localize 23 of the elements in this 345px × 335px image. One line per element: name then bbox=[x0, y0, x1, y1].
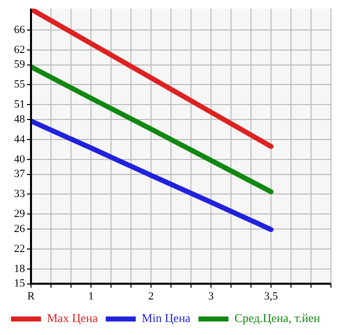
legend-label: Сред.Цена, т.йен bbox=[234, 311, 321, 326]
y-tick-label: 15 bbox=[14, 278, 26, 290]
y-tick-label: 18 bbox=[14, 262, 26, 275]
y-tick-label: 33 bbox=[14, 188, 26, 200]
y-tick-label: 40 bbox=[14, 153, 26, 166]
y-tick-label: 55 bbox=[14, 78, 26, 91]
y-tick-label: 22 bbox=[14, 242, 25, 255]
y-tick-label: 29 bbox=[14, 208, 26, 220]
y-tick-label: 62 bbox=[14, 44, 25, 56]
x-tick-label: 2 bbox=[148, 290, 154, 302]
y-tick-label: 59 bbox=[14, 58, 26, 71]
legend-label: Min Цена bbox=[142, 311, 192, 326]
x-tick-label: 3,5 bbox=[264, 290, 278, 302]
x-tick-label: 3 bbox=[208, 290, 214, 302]
x-tick-label: R bbox=[27, 290, 36, 302]
y-tick-label: 26 bbox=[14, 222, 26, 235]
y-tick-label: 66 bbox=[14, 24, 26, 36]
y-tick-label: 44 bbox=[14, 133, 26, 146]
y-tick-label: 37 bbox=[14, 168, 26, 180]
legend-label: Max Цена bbox=[46, 311, 98, 326]
y-tick-label: 51 bbox=[14, 98, 25, 111]
x-tick-label: 1 bbox=[88, 290, 94, 302]
y-tick-label: 48 bbox=[14, 113, 26, 126]
